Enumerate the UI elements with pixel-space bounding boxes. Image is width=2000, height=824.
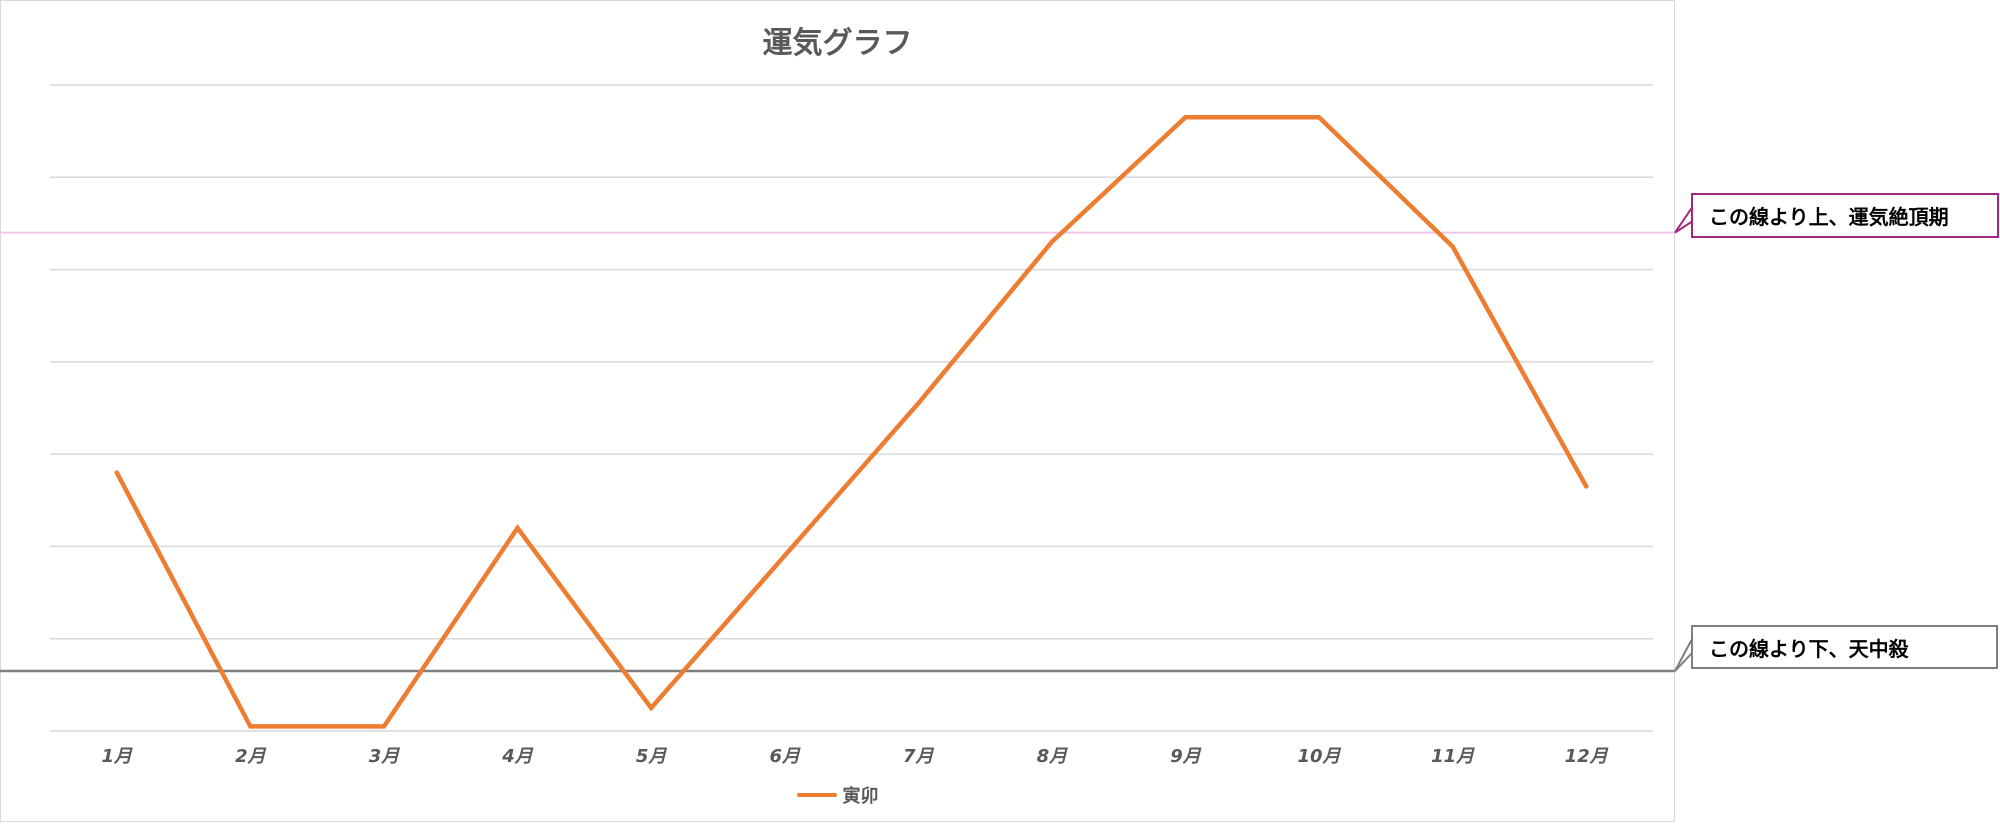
legend-label: 寅卯 xyxy=(842,786,879,807)
chart-title: 運気グラフ xyxy=(762,26,913,61)
data-point xyxy=(782,553,787,558)
data-point xyxy=(114,470,119,475)
x-tick-label: 1月 xyxy=(102,746,134,767)
data-point xyxy=(515,525,520,530)
data-point xyxy=(1183,115,1188,120)
data-point xyxy=(1584,484,1589,489)
series-lines xyxy=(114,115,1589,729)
lower-threshold-label: この線より下、天中殺 xyxy=(1709,636,1909,661)
x-tick-label: 4月 xyxy=(501,746,534,767)
gridlines xyxy=(50,84,1653,732)
data-point xyxy=(649,705,654,710)
legend: 寅卯 xyxy=(0,782,1675,808)
x-tick-label: 5月 xyxy=(636,746,668,767)
x-axis-tick-labels: 1月 2月 3月 4月 5月 6月 7月 8月 9月 10月 11月 12月 xyxy=(102,746,1609,767)
lower-threshold-callout: この線より下、天中殺 xyxy=(1691,625,1998,669)
data-point xyxy=(248,724,253,729)
legend-swatch xyxy=(796,793,837,797)
data-point xyxy=(1317,115,1322,120)
series-line xyxy=(114,115,1589,729)
data-point xyxy=(916,401,921,406)
x-tick-label: 11月 xyxy=(1431,746,1475,767)
lower-callout-pointer xyxy=(1674,638,1693,672)
reference-lines xyxy=(0,206,1693,673)
data-point xyxy=(1450,244,1455,249)
upper-threshold-callout: この線より上、運気絶頂期 xyxy=(1691,193,1999,238)
x-tick-label: 8月 xyxy=(1037,746,1069,767)
x-tick-label: 2月 xyxy=(235,746,267,767)
x-tick-label: 10月 xyxy=(1298,746,1342,767)
x-tick-label: 6月 xyxy=(769,746,801,767)
upper-callout-pointer xyxy=(1674,206,1693,234)
chart-frame xyxy=(0,0,1675,822)
x-tick-label: 9月 xyxy=(1170,746,1202,767)
data-point xyxy=(381,724,386,729)
upper-threshold-label: この線より上、運気絶頂期 xyxy=(1709,205,1949,229)
x-tick-label: 12月 xyxy=(1565,746,1609,767)
x-tick-label: 3月 xyxy=(369,746,401,767)
x-tick-label: 7月 xyxy=(903,746,935,767)
data-point xyxy=(1049,239,1054,244)
